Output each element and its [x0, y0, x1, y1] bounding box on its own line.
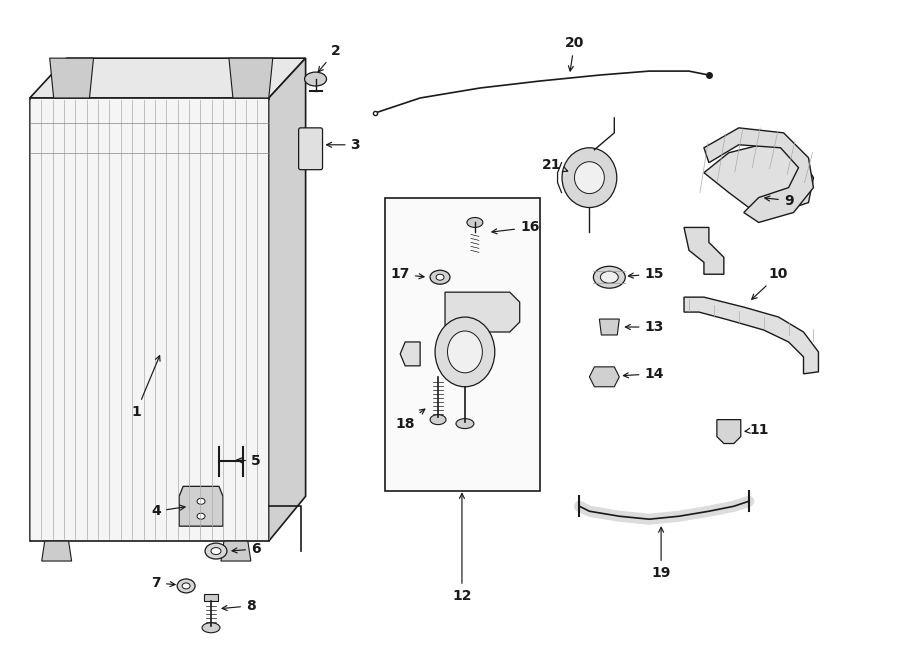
Text: 7: 7 [151, 576, 176, 590]
Text: 18: 18 [395, 409, 425, 430]
Ellipse shape [197, 498, 205, 504]
Text: 16: 16 [492, 220, 539, 234]
Polygon shape [445, 292, 519, 332]
Text: 21: 21 [542, 158, 568, 171]
Ellipse shape [436, 274, 444, 280]
Text: 3: 3 [327, 138, 360, 152]
Ellipse shape [197, 513, 205, 519]
FancyBboxPatch shape [385, 197, 540, 491]
Ellipse shape [430, 414, 446, 424]
Text: 4: 4 [151, 504, 185, 518]
Ellipse shape [177, 579, 195, 593]
Ellipse shape [593, 266, 626, 288]
Ellipse shape [182, 583, 190, 589]
Ellipse shape [562, 148, 617, 207]
Text: 13: 13 [626, 320, 664, 334]
Text: 12: 12 [452, 493, 472, 603]
Ellipse shape [211, 547, 221, 555]
Text: 17: 17 [391, 267, 424, 281]
Ellipse shape [467, 218, 483, 228]
Polygon shape [704, 143, 814, 213]
Polygon shape [400, 342, 420, 366]
Polygon shape [41, 541, 72, 561]
Polygon shape [269, 58, 306, 541]
Text: 10: 10 [752, 267, 788, 299]
Polygon shape [684, 297, 818, 374]
Text: 9: 9 [765, 193, 794, 208]
Text: 5: 5 [237, 454, 261, 469]
Polygon shape [30, 58, 306, 98]
Text: 6: 6 [232, 542, 261, 556]
Ellipse shape [435, 317, 495, 387]
Polygon shape [179, 487, 223, 526]
FancyBboxPatch shape [299, 128, 322, 169]
Text: 14: 14 [624, 367, 664, 381]
Ellipse shape [205, 543, 227, 559]
Text: 15: 15 [628, 267, 664, 281]
Ellipse shape [430, 270, 450, 284]
Text: 19: 19 [652, 528, 670, 580]
Ellipse shape [447, 331, 482, 373]
Ellipse shape [600, 271, 618, 283]
Text: 2: 2 [319, 44, 340, 72]
Polygon shape [717, 420, 741, 444]
Polygon shape [684, 228, 724, 274]
Polygon shape [599, 319, 619, 335]
Ellipse shape [304, 72, 327, 86]
Polygon shape [221, 541, 251, 561]
Polygon shape [229, 58, 273, 98]
Ellipse shape [202, 623, 220, 633]
Polygon shape [204, 594, 218, 601]
Text: 1: 1 [131, 355, 160, 418]
Text: 11: 11 [745, 422, 769, 436]
Text: 20: 20 [565, 36, 584, 71]
Polygon shape [590, 367, 619, 387]
Text: 8: 8 [222, 599, 256, 613]
Polygon shape [704, 128, 814, 222]
Ellipse shape [574, 162, 604, 193]
Ellipse shape [456, 418, 474, 428]
Polygon shape [30, 98, 269, 541]
Polygon shape [50, 58, 94, 98]
